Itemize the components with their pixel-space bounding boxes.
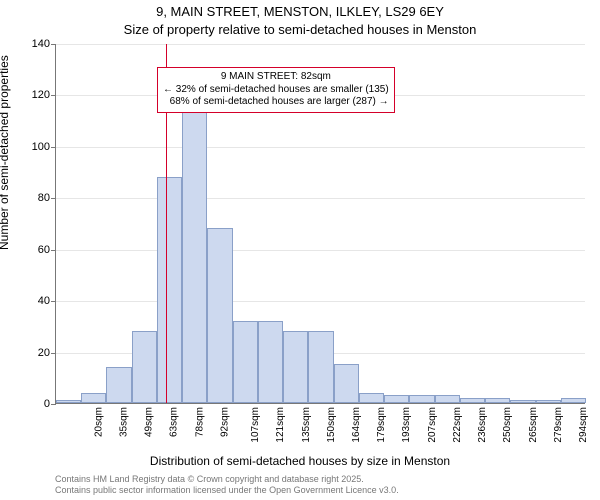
x-axis-label: Distribution of semi-detached houses by … [0, 454, 600, 468]
annotation-line: 9 MAIN STREET: 82sqm [163, 71, 389, 84]
histogram-bar [460, 398, 485, 403]
x-tick-label: 265sqm [528, 407, 539, 443]
x-tick-label: 179sqm [376, 407, 387, 443]
y-tick-label: 60 [38, 244, 50, 256]
histogram-bar [308, 331, 333, 403]
histogram-bar [435, 395, 460, 403]
x-tick-label: 92sqm [219, 407, 230, 437]
histogram-bar [207, 228, 232, 403]
y-tick [51, 353, 56, 354]
histogram-bar [106, 367, 131, 403]
histogram-bar [561, 398, 586, 403]
x-tick-label: 107sqm [250, 407, 261, 443]
x-tick-label: 35sqm [118, 407, 129, 437]
x-tick-label: 207sqm [427, 407, 438, 443]
gridline [56, 147, 585, 148]
y-axis-label: Number of semi-detached properties [0, 55, 11, 250]
histogram-bar [536, 400, 561, 403]
x-tick-label: 20sqm [93, 407, 104, 437]
x-tick-label: 121sqm [275, 407, 286, 443]
y-tick-label: 40 [38, 295, 50, 307]
gridline [56, 301, 585, 302]
y-tick-label: 20 [38, 347, 50, 359]
annotation-line: ← 32% of semi-detached houses are smalle… [163, 84, 389, 97]
attribution-line2: Contains public sector information licen… [55, 485, 399, 496]
x-tick-label: 193sqm [402, 407, 413, 443]
x-tick-label: 49sqm [144, 407, 155, 437]
x-tick-label: 63sqm [169, 407, 180, 437]
gridline [56, 250, 585, 251]
histogram-bar [258, 321, 283, 403]
y-tick-label: 100 [32, 141, 50, 153]
histogram-bar [157, 177, 182, 403]
chart-title-line2: Size of property relative to semi-detach… [0, 22, 600, 37]
histogram-bar [233, 321, 258, 403]
x-tick-label: 164sqm [351, 407, 362, 443]
y-tick-label: 0 [44, 398, 50, 410]
histogram-bar [384, 395, 409, 403]
x-tick-label: 279sqm [553, 407, 564, 443]
attribution-line1: Contains HM Land Registry data © Crown c… [55, 474, 399, 485]
histogram-bar [56, 400, 81, 403]
histogram-plot: 02040608010012014020sqm35sqm49sqm63sqm78… [55, 44, 585, 404]
y-tick [51, 301, 56, 302]
histogram-bar [510, 400, 535, 403]
x-tick-label: 222sqm [452, 407, 463, 443]
y-tick [51, 147, 56, 148]
histogram-bar [409, 395, 434, 403]
x-tick-label: 294sqm [578, 407, 589, 443]
histogram-bar [485, 398, 510, 403]
histogram-bar [334, 364, 359, 403]
x-tick-label: 250sqm [503, 407, 514, 443]
y-tick-label: 80 [38, 192, 50, 204]
y-tick-label: 120 [32, 89, 50, 101]
y-tick [51, 44, 56, 45]
x-tick-label: 150sqm [326, 407, 337, 443]
x-tick-label: 78sqm [194, 407, 205, 437]
chart-title-line1: 9, MAIN STREET, MENSTON, ILKLEY, LS29 6E… [0, 4, 600, 19]
gridline [56, 44, 585, 45]
y-tick [51, 404, 56, 405]
gridline [56, 198, 585, 199]
x-tick-label: 135sqm [301, 407, 312, 443]
histogram-bar [132, 331, 157, 403]
annotation-box: 9 MAIN STREET: 82sqm← 32% of semi-detach… [157, 67, 395, 113]
y-tick [51, 95, 56, 96]
histogram-bar [283, 331, 308, 403]
y-tick [51, 250, 56, 251]
histogram-bar [182, 110, 207, 403]
annotation-line: 68% of semi-detached houses are larger (… [163, 96, 389, 109]
y-tick [51, 198, 56, 199]
x-tick-label: 236sqm [477, 407, 488, 443]
attribution-text: Contains HM Land Registry data © Crown c… [55, 474, 399, 496]
histogram-bar [81, 393, 106, 403]
y-tick-label: 140 [32, 38, 50, 50]
histogram-bar [359, 393, 384, 403]
